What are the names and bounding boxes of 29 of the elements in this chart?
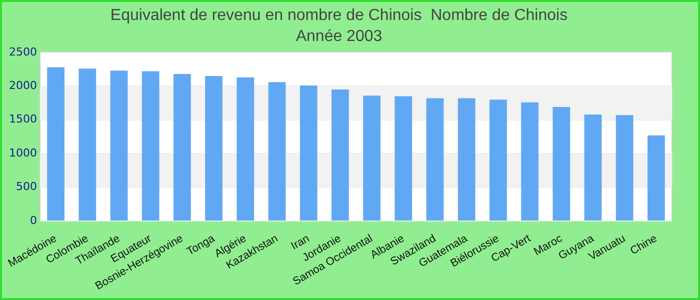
bar [426,98,444,221]
y-tick-label: 1500 [8,112,37,126]
y-tick-label: 0 [30,214,37,227]
y-tick-label: 2500 [8,45,37,58]
bar [332,90,349,221]
bar [174,74,191,221]
bar [236,77,254,221]
bar [300,85,318,221]
bar [394,96,412,221]
chart-title: Equivalent de revenu en nombre de Chinois Nombre de Chinois [110,7,568,24]
bar [142,71,160,221]
bar [648,135,665,221]
bar [205,76,222,221]
bar [616,115,634,221]
y-tick-label: 500 [16,180,37,194]
bar [584,114,602,221]
x-tick-label: Chine [628,232,660,258]
bar [47,67,64,221]
bar [490,100,507,221]
bar [110,70,128,221]
y-tick-label: 2000 [8,78,37,92]
chart-subtitle: Année 2003 [296,28,382,46]
bar [363,96,380,221]
bar [458,98,476,221]
y-tick-label: 1000 [8,146,37,160]
bar [521,102,538,221]
bar [552,107,570,221]
bar [78,68,96,221]
bar [268,82,286,221]
